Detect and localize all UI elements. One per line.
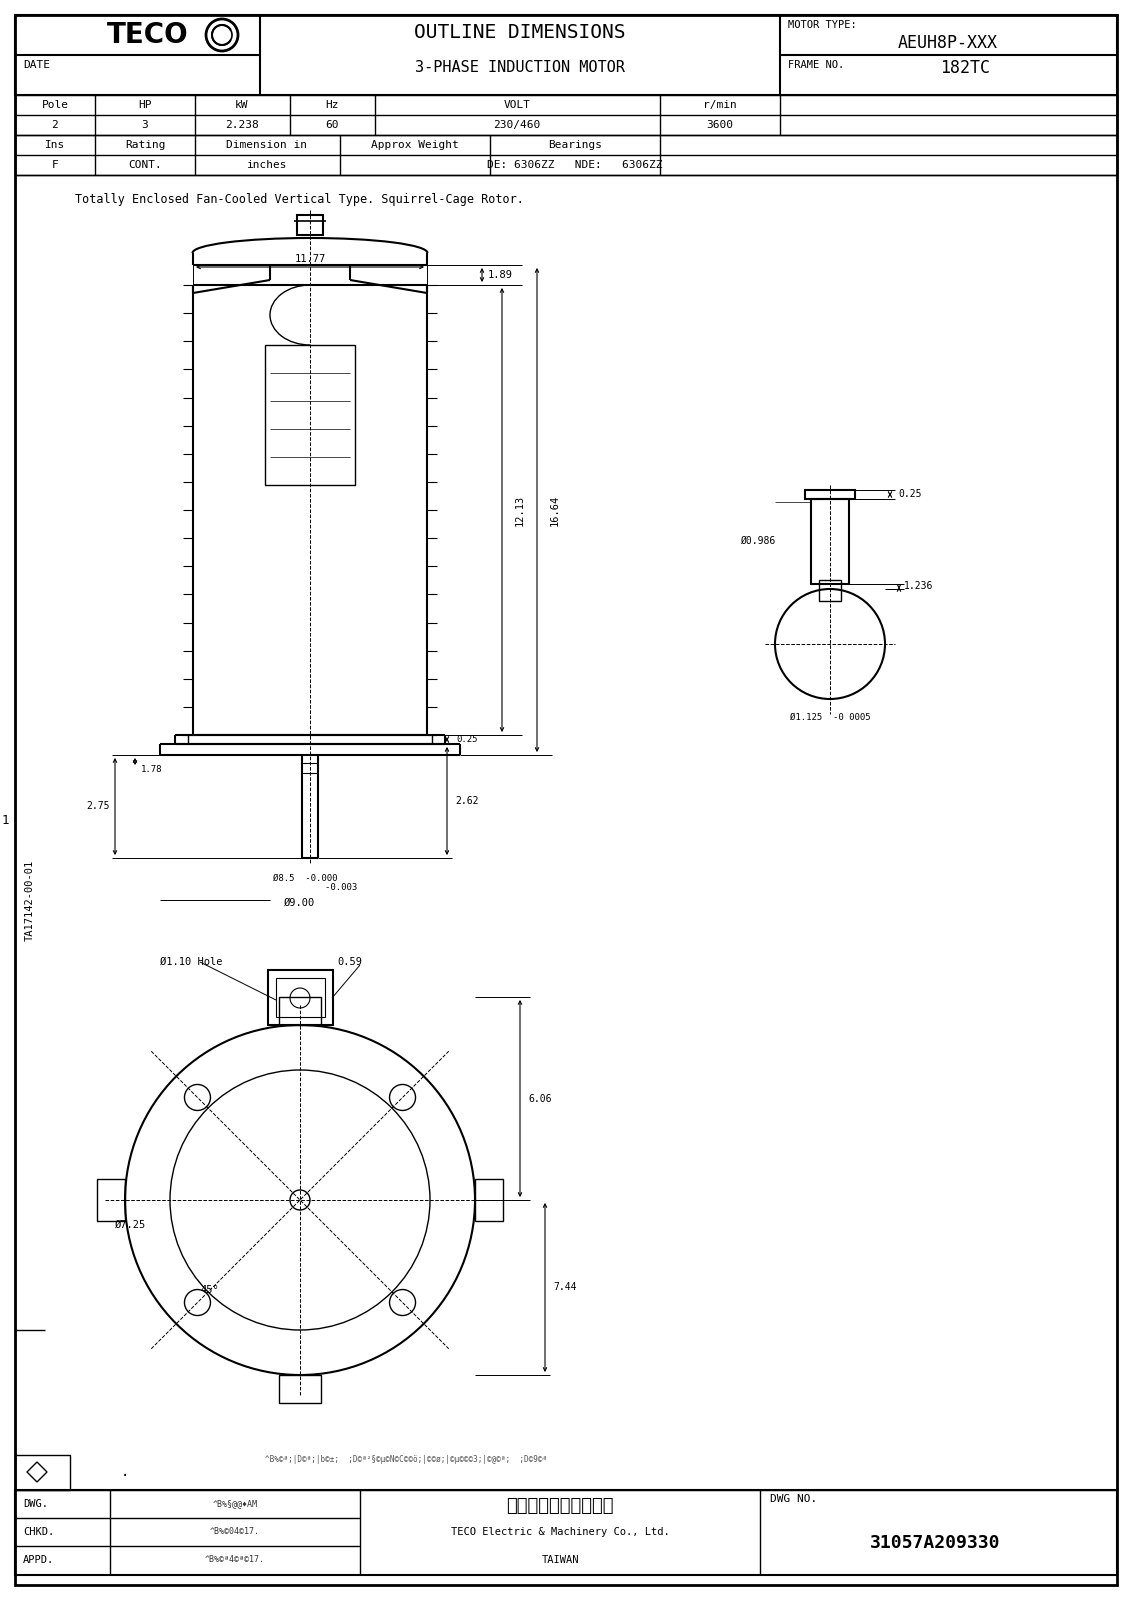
- Text: 0.59: 0.59: [337, 957, 362, 966]
- Text: 3600: 3600: [706, 120, 734, 130]
- Text: Ø8.5  -0.000: Ø8.5 -0.000: [273, 874, 337, 883]
- Bar: [15, 1490, 1117, 1574]
- Text: Pole: Pole: [42, 99, 69, 110]
- Text: 2.75: 2.75: [86, 802, 110, 811]
- Text: Hz: Hz: [325, 99, 338, 110]
- Text: 3-PHASE INDUCTION MOTOR: 3-PHASE INDUCTION MOTOR: [415, 61, 625, 75]
- Text: TA17142-00-01: TA17142-00-01: [25, 859, 35, 941]
- Text: 3: 3: [142, 120, 148, 130]
- Text: HP: HP: [138, 99, 152, 110]
- Bar: [297, 214, 323, 235]
- Text: 182TC: 182TC: [940, 59, 990, 77]
- Text: .: .: [121, 1466, 129, 1478]
- Text: ^B%§@@♦AM: ^B%§@@♦AM: [213, 1499, 257, 1509]
- Bar: [15, 14, 1117, 94]
- Bar: [97, 1179, 125, 1221]
- Text: 16.64: 16.64: [550, 494, 560, 526]
- Text: Ø7.25: Ø7.25: [115, 1219, 146, 1230]
- Text: 1.236: 1.236: [904, 581, 934, 590]
- Text: AEUH8P-XXX: AEUH8P-XXX: [898, 34, 998, 51]
- Text: inches: inches: [247, 160, 288, 170]
- Bar: [818, 579, 841, 602]
- Text: ^B%©ª;|D©ª;|b©±;  ;D©ª²§©µ©N©C©©ö;|©©ø;|©µ©©©3;|©@©ª;  ;D©9©ª: ^B%©ª;|D©ª;|b©±; ;D©ª²§©µ©N©C©©ö;|©©ø;|©…: [265, 1456, 547, 1464]
- Text: 12.13: 12.13: [515, 494, 525, 526]
- Text: MOTOR TYPE:: MOTOR TYPE:: [788, 19, 857, 30]
- Bar: [811, 499, 849, 584]
- Text: Ø9.00: Ø9.00: [284, 898, 316, 909]
- Text: TAIWAN: TAIWAN: [541, 1555, 578, 1565]
- Text: Ins: Ins: [45, 141, 66, 150]
- Text: TECO Electric & Machinery Co., Ltd.: TECO Electric & Machinery Co., Ltd.: [451, 1526, 669, 1538]
- Bar: [268, 970, 333, 1026]
- Text: 0.25: 0.25: [899, 490, 921, 499]
- Text: 45°: 45°: [200, 1285, 220, 1294]
- Bar: [278, 997, 321, 1026]
- Text: F: F: [52, 160, 59, 170]
- Bar: [278, 1374, 321, 1403]
- Text: 7.44: 7.44: [554, 1282, 576, 1293]
- Text: 東元電機股份有限公司: 東元電機股份有限公司: [506, 1498, 614, 1515]
- Text: -0.003: -0.003: [282, 883, 358, 893]
- Text: Ø0.986: Ø0.986: [739, 536, 775, 546]
- Text: 60: 60: [325, 120, 338, 130]
- Text: 1.89: 1.89: [488, 270, 513, 280]
- Text: 0.25: 0.25: [456, 734, 478, 744]
- Text: VOLT: VOLT: [504, 99, 531, 110]
- Text: kW: kW: [235, 99, 249, 110]
- Text: 6.06: 6.06: [529, 1094, 551, 1104]
- Text: Dimension in: Dimension in: [226, 141, 308, 150]
- Bar: [15, 134, 1117, 174]
- Text: DATE: DATE: [23, 59, 50, 70]
- Text: DE: 6306ZZ   NDE:   6306ZZ: DE: 6306ZZ NDE: 6306ZZ: [487, 160, 662, 170]
- Text: ^B%©04©17.: ^B%©04©17.: [211, 1528, 260, 1536]
- Text: Bearings: Bearings: [548, 141, 602, 150]
- Bar: [15, 94, 1117, 134]
- Text: Totally Enclosed Fan-Cooled Vertical Type. Squirrel-Cage Rotor.: Totally Enclosed Fan-Cooled Vertical Typ…: [75, 194, 524, 206]
- Bar: [15, 174, 1117, 1490]
- Text: CONT.: CONT.: [128, 160, 162, 170]
- Text: 11.77: 11.77: [294, 254, 326, 264]
- Text: 1: 1: [1, 813, 9, 827]
- Text: Ø1.125  -0 0005: Ø1.125 -0 0005: [790, 712, 871, 722]
- Text: 2.238: 2.238: [225, 120, 259, 130]
- Text: Rating: Rating: [125, 141, 165, 150]
- Text: Approx Weight: Approx Weight: [371, 141, 458, 150]
- Text: APPD.: APPD.: [23, 1555, 54, 1565]
- Text: DWG.: DWG.: [23, 1499, 48, 1509]
- Text: 2.62: 2.62: [455, 795, 479, 806]
- Bar: [265, 346, 355, 485]
- Text: 230/460: 230/460: [494, 120, 541, 130]
- Text: TECO: TECO: [108, 21, 189, 50]
- Bar: [276, 978, 325, 1018]
- Text: 31057A209330: 31057A209330: [869, 1534, 1001, 1552]
- Text: 1.78: 1.78: [142, 765, 163, 773]
- Text: Ø1.10 Hole: Ø1.10 Hole: [160, 957, 223, 966]
- Bar: [805, 490, 855, 499]
- Text: ^B%©ª4©ª©17.: ^B%©ª4©ª©17.: [205, 1555, 265, 1565]
- Text: 2: 2: [52, 120, 59, 130]
- Text: FRAME NO.: FRAME NO.: [788, 59, 844, 70]
- Text: r/min: r/min: [703, 99, 737, 110]
- Text: OUTLINE DIMENSIONS: OUTLINE DIMENSIONS: [414, 24, 626, 43]
- Bar: [475, 1179, 503, 1221]
- Bar: [15, 1454, 70, 1490]
- Text: DWG NO.: DWG NO.: [770, 1494, 817, 1504]
- Text: CHKD.: CHKD.: [23, 1526, 54, 1538]
